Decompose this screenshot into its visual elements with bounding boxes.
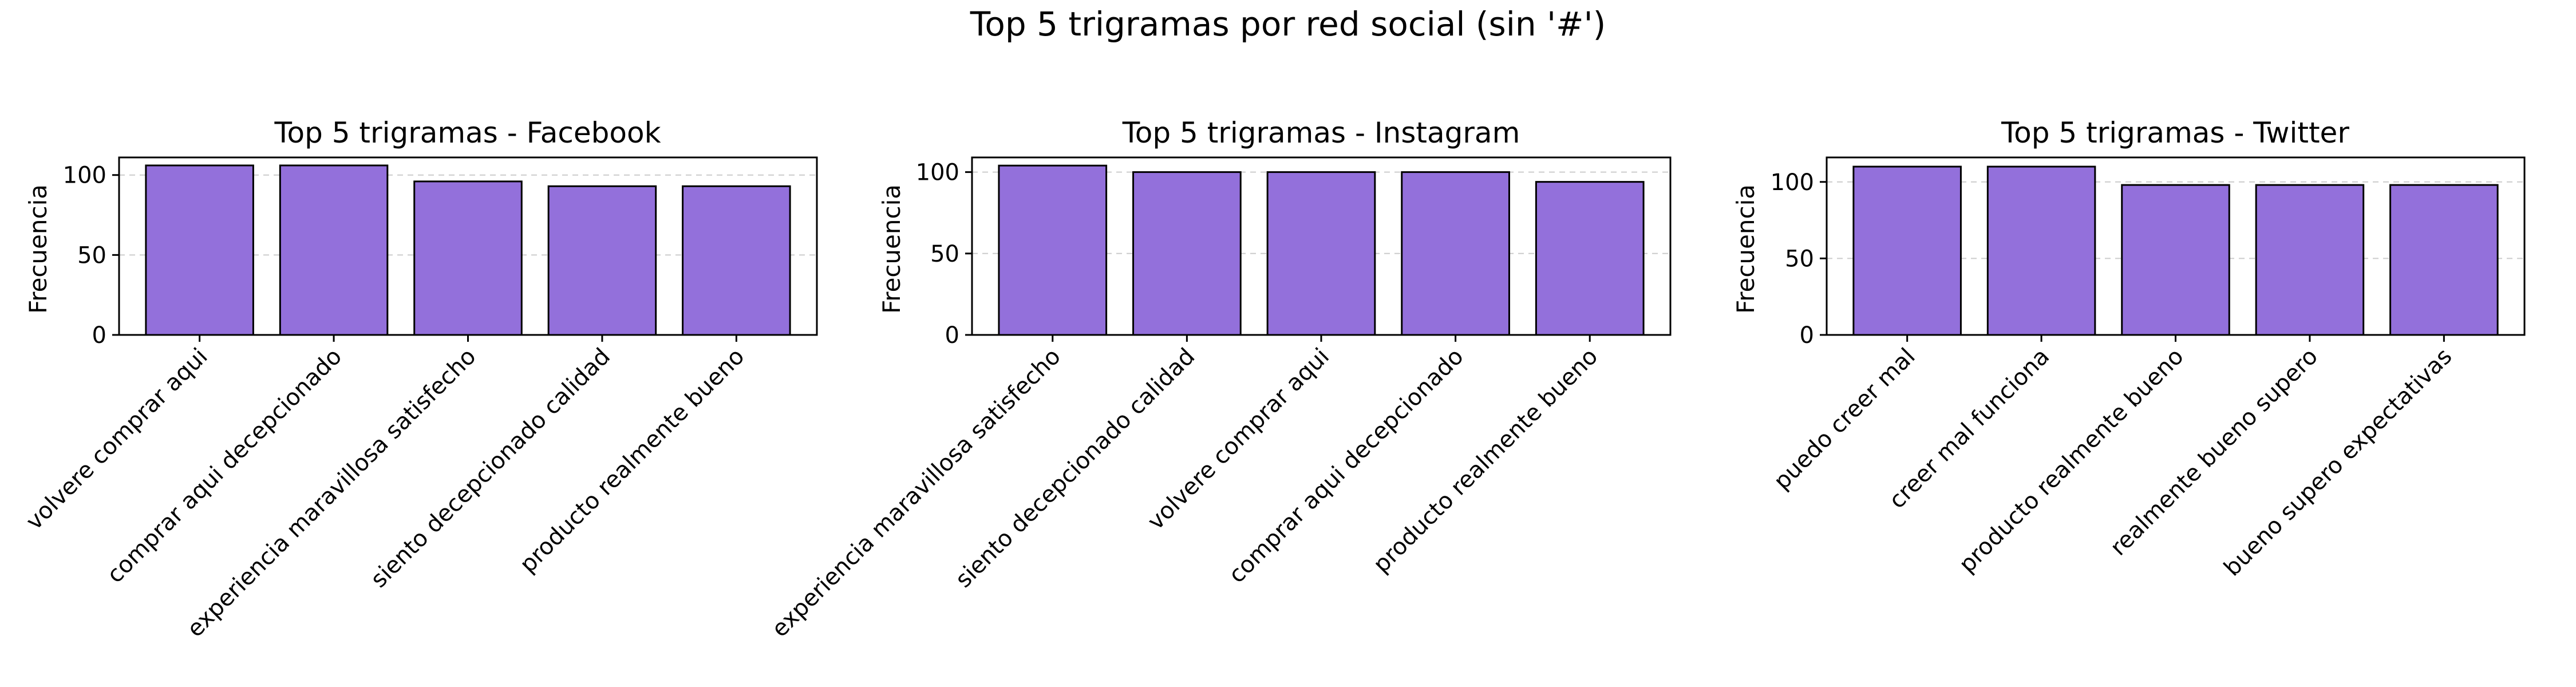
x-tick-label: siento decepcionado calidad [366,344,615,593]
y-tick-label: 50 [1785,246,1814,272]
bar-3 [1401,171,1510,336]
x-tick-label: bueno supero expectativas [2219,344,2457,582]
bar-4 [682,185,791,336]
bar-4 [2389,184,2499,336]
panel-title: Top 5 trigramas - Twitter [2001,116,2349,149]
bar-1 [1132,171,1242,336]
panel-instagram: Top 5 trigramas - Instagram Frecuencia 0… [767,116,1672,642]
x-tick-label: comprar aqui decepcionado [102,344,347,589]
bar-0 [1852,165,1962,336]
x-tick-label: puedo creer mal [1769,344,1921,495]
figure-title: Top 5 trigramas por red social (sin '#') [970,5,1606,44]
y-tick-label: 100 [916,160,959,186]
panel-twitter: Top 5 trigramas - Twitter Frecuencia 0 50… [1732,116,2526,582]
y-tick-label: 100 [1771,169,1814,196]
y-tick-label: 100 [63,163,106,189]
bar-0 [998,164,1108,336]
bar-2 [413,180,523,336]
x-tick-label: producto realmente bueno [1368,344,1603,578]
panel-title: Top 5 trigramas - Facebook [274,116,661,149]
y-tick-label: 0 [945,322,959,349]
panel-title: Top 5 trigramas - Instagram [1122,116,1520,149]
y-tick-label: 50 [77,242,106,269]
x-tick-label: producto realmente bueno [1954,344,2188,578]
x-tick-label: comprar aqui decepcionado [1224,344,1469,589]
bar-2 [2121,184,2230,336]
bar-4 [1535,181,1645,336]
x-tick-label: producto realmente bueno [515,344,749,578]
x-tick-label: siento decepcionado calidad [950,344,1200,593]
y-axis-label: Frecuencia [878,184,906,314]
y-axis-label: Frecuencia [24,184,52,314]
y-tick-label: 0 [1800,322,1814,349]
x-tick-label: experiencia maravillosa satisfecho [767,344,1065,642]
bar-3 [547,185,657,336]
x-tick-label: experiencia maravillosa satisfecho [182,344,481,642]
bar-3 [2255,184,2365,336]
y-tick-label: 50 [930,241,959,267]
y-tick-label: 0 [92,322,106,349]
bar-1 [279,164,389,336]
y-axis-label: Frecuencia [1732,184,1760,314]
bar-0 [145,164,254,336]
panel-facebook: Top 5 trigramas - Facebook Frecuencia 0 5… [21,116,818,642]
bar-2 [1266,171,1376,336]
bar-1 [1986,165,2096,336]
